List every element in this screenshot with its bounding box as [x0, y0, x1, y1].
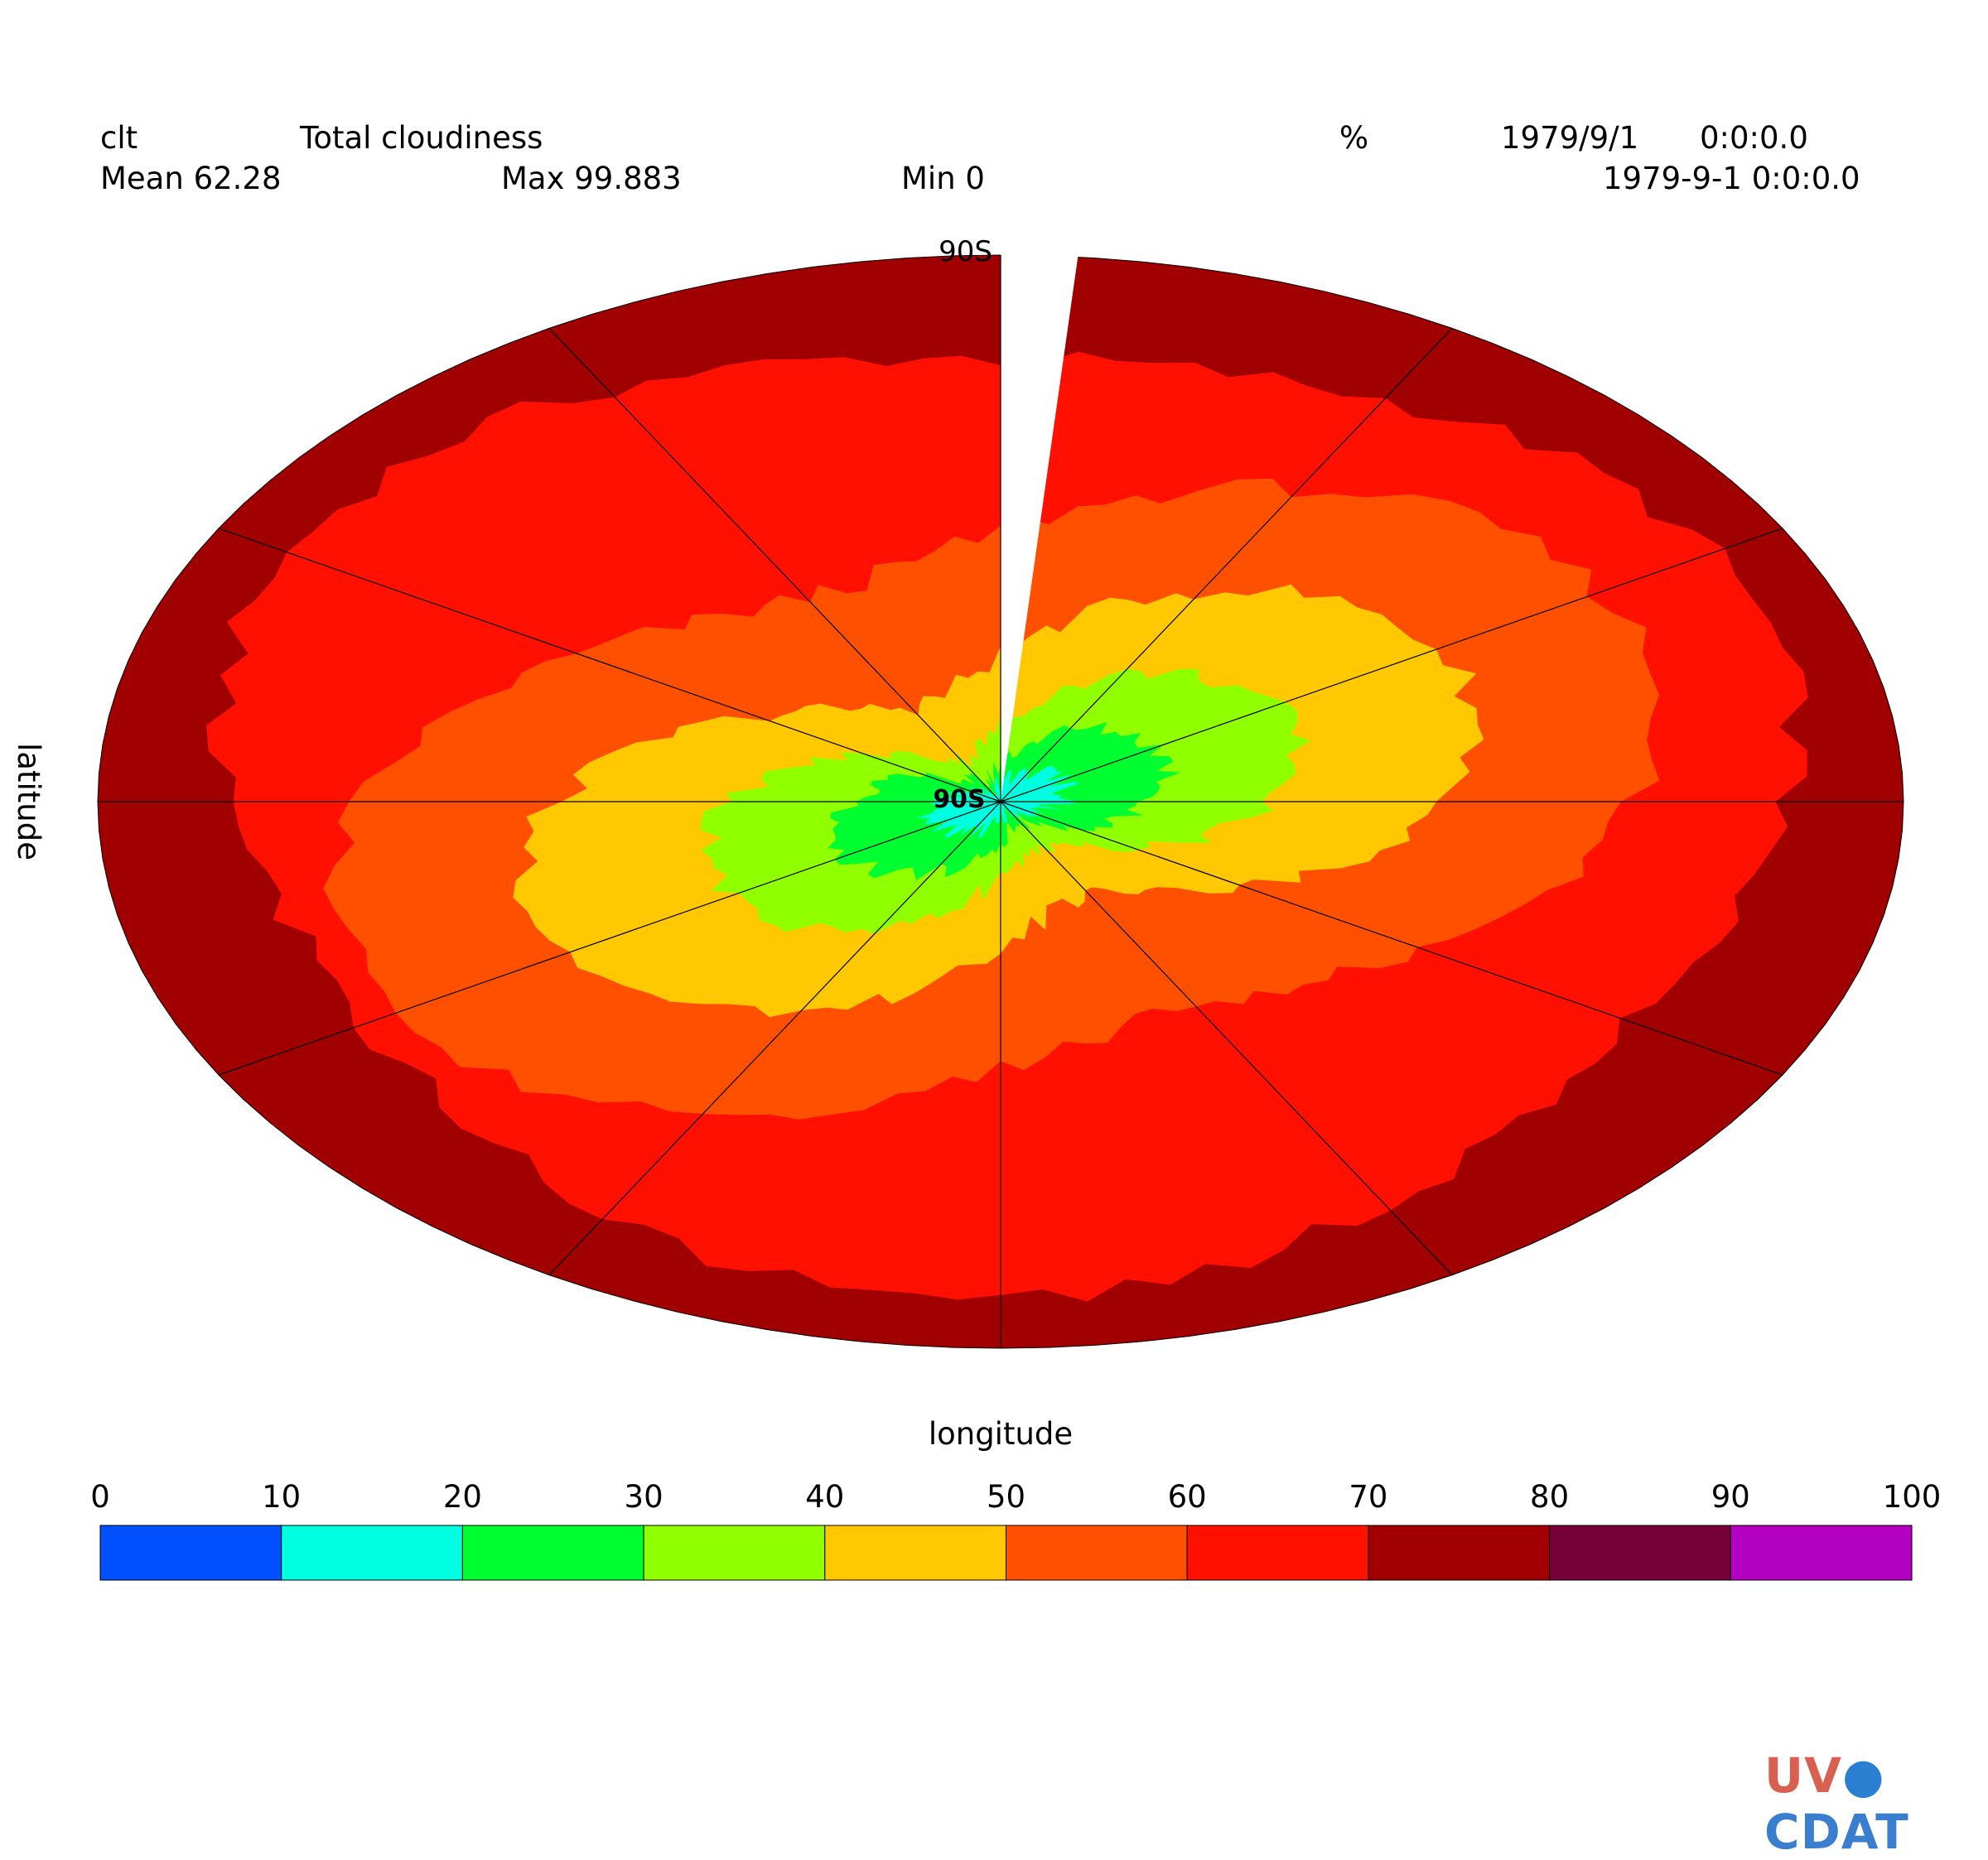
colorbar-swatch [824, 1525, 1006, 1581]
colorbar-tick-label: 90 [1711, 1479, 1750, 1515]
colorbar-tick-label: 10 [262, 1479, 301, 1515]
mean-label: Mean 62.28 [100, 161, 282, 196]
datetime-label: 1979-9-1 0:0:0.0 [1603, 161, 1860, 196]
colorbar-tick-label: 50 [987, 1479, 1025, 1515]
colorbar-swatch [1549, 1525, 1731, 1581]
colorbar-tick-label: 80 [1530, 1479, 1569, 1515]
polar-contour-plot: 90S 90S longitude latitude 0 10 20 30 40 50 60… [11, 235, 1942, 1581]
colorbar: 0 10 20 30 40 50 60 70 80 90 100 [90, 1479, 1942, 1581]
uvcdat-logo: UV●CDAT [1764, 1747, 1909, 1860]
colorbar-tick-label: 0 [90, 1479, 110, 1515]
units-label: % [1339, 120, 1369, 156]
meridian-line [218, 801, 1001, 1076]
min-label: Min 0 [901, 161, 985, 196]
colorbar-swatch [281, 1525, 463, 1581]
meridian-line [218, 528, 1001, 802]
colorbar-tick-label: 100 [1883, 1479, 1942, 1515]
colorbar-tick-label: 20 [443, 1479, 482, 1515]
colorbar-swatch [1006, 1525, 1188, 1581]
meridian-line [548, 801, 1001, 1276]
colorbar-tick-label: 60 [1168, 1479, 1207, 1515]
meridian-grid [98, 255, 1904, 1348]
colorbar-swatch [643, 1525, 826, 1581]
meridian-line [548, 327, 1001, 802]
colorbar-swatch [99, 1525, 282, 1581]
pole-label: 90S [939, 235, 992, 268]
meridian-line [1000, 327, 1453, 802]
globe-icon: ● [1841, 1747, 1885, 1804]
meridian-line [1000, 528, 1783, 802]
colorbar-swatch [1186, 1525, 1369, 1581]
variable-name: clt [100, 120, 138, 156]
time-label: 0:0:0.0 [1700, 120, 1808, 156]
colorbar-swatch [1730, 1525, 1913, 1581]
date-label: 1979/9/1 [1501, 120, 1639, 156]
y-axis-label: latitude [11, 743, 46, 860]
max-label: Max 99.883 [501, 161, 682, 196]
meridian-line [1000, 801, 1783, 1076]
center-pole-label: 90S [933, 785, 985, 814]
colorbar-tick-label: 30 [625, 1479, 663, 1515]
chart-canvas: clt Total cloudiness % 1979/9/1 0:0:0.0 … [11, 120, 1942, 1860]
colorbar-swatch [1368, 1525, 1551, 1581]
meridian-line [1000, 801, 1453, 1276]
missing-data-wedge [1001, 247, 1079, 802]
colorbar-tick-label: 40 [805, 1479, 844, 1515]
x-axis-label: longitude [929, 1416, 1073, 1452]
colorbar-swatch [461, 1525, 644, 1581]
variable-long-name: Total cloudiness [300, 120, 543, 156]
colorbar-tick-label: 70 [1349, 1479, 1387, 1515]
